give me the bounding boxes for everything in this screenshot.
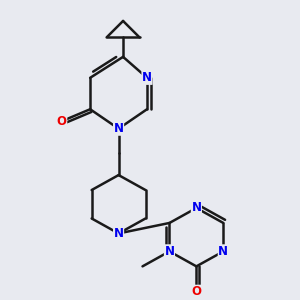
Text: N: N	[114, 122, 124, 135]
Text: O: O	[57, 115, 67, 128]
Text: N: N	[164, 245, 175, 258]
Text: N: N	[114, 227, 124, 240]
Text: O: O	[191, 285, 201, 298]
Text: N: N	[191, 202, 201, 214]
Text: N: N	[218, 245, 228, 258]
Text: N: N	[142, 71, 152, 84]
